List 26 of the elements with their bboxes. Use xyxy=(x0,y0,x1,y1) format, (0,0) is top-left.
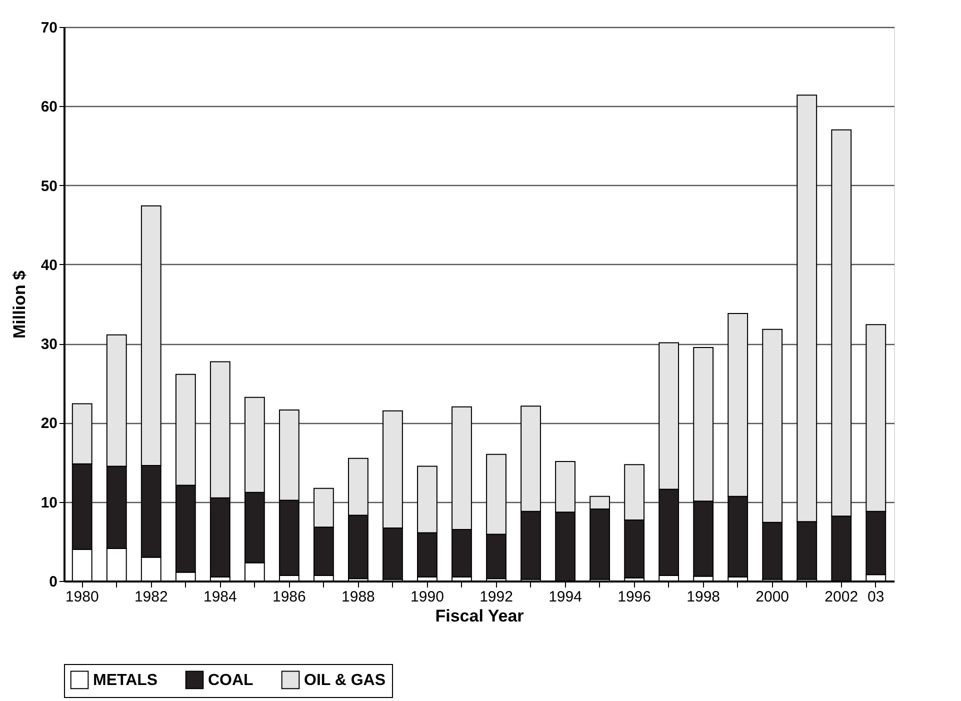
x-tick-label: 2002 xyxy=(824,588,858,606)
x-tick-label: 03 xyxy=(868,588,884,606)
x-tick-label: 1990 xyxy=(410,588,444,606)
y-tick-label: 30 xyxy=(40,336,58,354)
x-tick-label: 1988 xyxy=(342,588,375,606)
x-axis-title: Fiscal Year xyxy=(435,606,524,626)
x-tick-label: 1994 xyxy=(548,588,582,606)
y-tick-label: 40 xyxy=(40,256,58,274)
x-tick-label: 1986 xyxy=(272,588,306,606)
y-tick-label: 60 xyxy=(40,98,58,116)
y-axis-title: Million $ xyxy=(10,270,29,338)
x-tick-label: 1984 xyxy=(203,588,237,606)
x-tick-label: 1992 xyxy=(480,588,513,606)
y-tick-label: 20 xyxy=(40,415,58,432)
legend-label: COAL xyxy=(208,672,254,689)
y-tick-label: 50 xyxy=(40,178,58,195)
y-tick-label: 70 xyxy=(40,20,58,36)
y-tick-label: 10 xyxy=(40,494,58,512)
x-tick-label: 2000 xyxy=(756,588,790,606)
x-tick-label: 1998 xyxy=(686,588,720,606)
y-tick-label: 0 xyxy=(49,574,58,590)
x-tick-label: 1996 xyxy=(618,588,651,606)
x-tick-label: 1982 xyxy=(134,588,168,606)
legend-label: OIL & GAS xyxy=(304,672,386,689)
x-tick-label: 1980 xyxy=(65,588,99,606)
legend-label: METALS xyxy=(93,672,158,689)
